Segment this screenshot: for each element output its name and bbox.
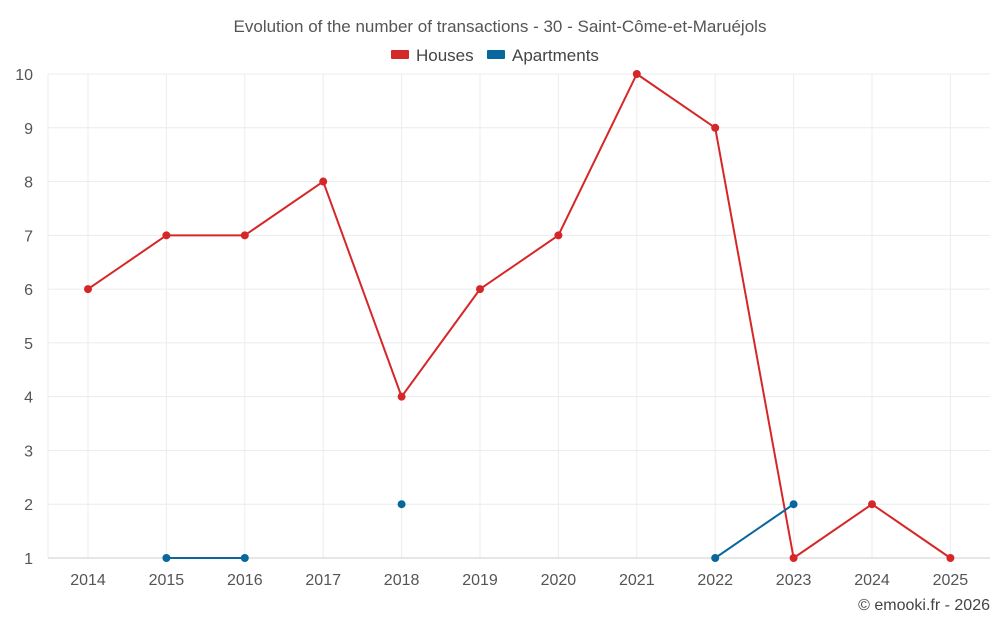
data-point-apartments-2015[interactable] bbox=[162, 554, 171, 562]
legend-swatch-apartments bbox=[487, 50, 505, 59]
y-tick-label: 7 bbox=[24, 228, 33, 245]
y-tick-label: 2 bbox=[24, 497, 33, 514]
x-tick-label: 2020 bbox=[541, 572, 577, 589]
x-tick-label: 2017 bbox=[305, 572, 341, 589]
data-point-houses-2019[interactable] bbox=[476, 285, 484, 294]
series-houses bbox=[84, 70, 955, 562]
data-point-houses-2024[interactable] bbox=[868, 500, 876, 509]
data-point-houses-2016[interactable] bbox=[240, 231, 249, 240]
data-point-apartments-2016[interactable] bbox=[240, 554, 249, 562]
x-tick-label: 2014 bbox=[70, 572, 106, 589]
y-tick-label: 4 bbox=[24, 390, 33, 407]
data-point-houses-2015[interactable] bbox=[162, 231, 171, 240]
y-tick-label: 6 bbox=[24, 282, 33, 299]
data-point-apartments-2018[interactable] bbox=[397, 500, 406, 509]
series-layer bbox=[84, 70, 955, 562]
data-point-houses-2020[interactable] bbox=[554, 231, 563, 240]
y-tick-label: 9 bbox=[24, 121, 33, 138]
grid bbox=[47, 73, 990, 558]
data-point-houses-2018[interactable] bbox=[397, 392, 406, 401]
legend: Houses Apartments bbox=[391, 46, 599, 65]
x-tick-label: 2016 bbox=[227, 572, 263, 589]
data-point-houses-2023[interactable] bbox=[789, 554, 798, 562]
x-axis-ticks: 2014 2015 2016 2017 2018 2019 2020 2021 2022 2023… bbox=[70, 572, 968, 589]
x-tick-label: 2015 bbox=[149, 572, 185, 589]
legend-label-houses[interactable]: Houses bbox=[416, 46, 474, 65]
chart-title: Evolution of the number of transactions … bbox=[234, 17, 767, 36]
data-point-houses-2022[interactable] bbox=[711, 123, 720, 132]
x-tick-label: 2019 bbox=[462, 572, 498, 589]
data-point-houses-2017[interactable] bbox=[319, 177, 328, 186]
x-tick-label: 2023 bbox=[776, 572, 812, 589]
y-tick-label: 8 bbox=[24, 175, 33, 192]
x-tick-label: 2022 bbox=[697, 572, 733, 589]
y-tick-label: 1 bbox=[24, 551, 33, 568]
y-tick-label: 5 bbox=[24, 336, 33, 353]
series-line-apartments bbox=[714, 503, 795, 559]
x-tick-label: 2021 bbox=[619, 572, 655, 589]
data-point-apartments-2022[interactable] bbox=[711, 554, 720, 562]
data-point-apartments-2023[interactable] bbox=[789, 500, 798, 509]
y-tick-label: 10 bbox=[15, 67, 33, 84]
series-apartments bbox=[162, 500, 798, 562]
credit-text: © emooki.fr - 2026 bbox=[858, 597, 990, 614]
legend-label-apartments[interactable]: Apartments bbox=[512, 46, 599, 65]
x-tick-label: 2018 bbox=[384, 572, 420, 589]
data-point-houses-2021[interactable] bbox=[632, 70, 641, 78]
x-tick-label: 2024 bbox=[854, 572, 890, 589]
legend-swatch-houses bbox=[391, 50, 409, 59]
data-point-houses-2014[interactable] bbox=[84, 285, 92, 294]
data-point-houses-2025[interactable] bbox=[946, 554, 955, 562]
y-tick-label: 3 bbox=[24, 443, 33, 460]
x-tick-label: 2025 bbox=[933, 572, 969, 589]
y-axis-ticks: 1 2 3 4 5 6 7 8 9 10 bbox=[15, 67, 33, 568]
series-line-houses bbox=[87, 73, 951, 559]
